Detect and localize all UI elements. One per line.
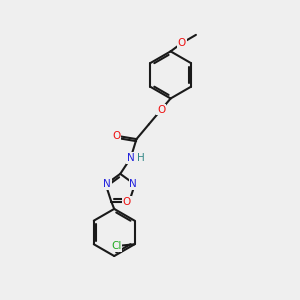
Text: H: H [137,153,145,163]
Text: Cl: Cl [111,241,122,251]
Text: O: O [123,197,131,207]
Text: N: N [127,153,134,163]
Text: O: O [157,105,165,115]
Text: N: N [103,179,111,189]
Text: N: N [130,179,137,189]
Text: O: O [112,131,121,141]
Text: O: O [178,38,186,48]
